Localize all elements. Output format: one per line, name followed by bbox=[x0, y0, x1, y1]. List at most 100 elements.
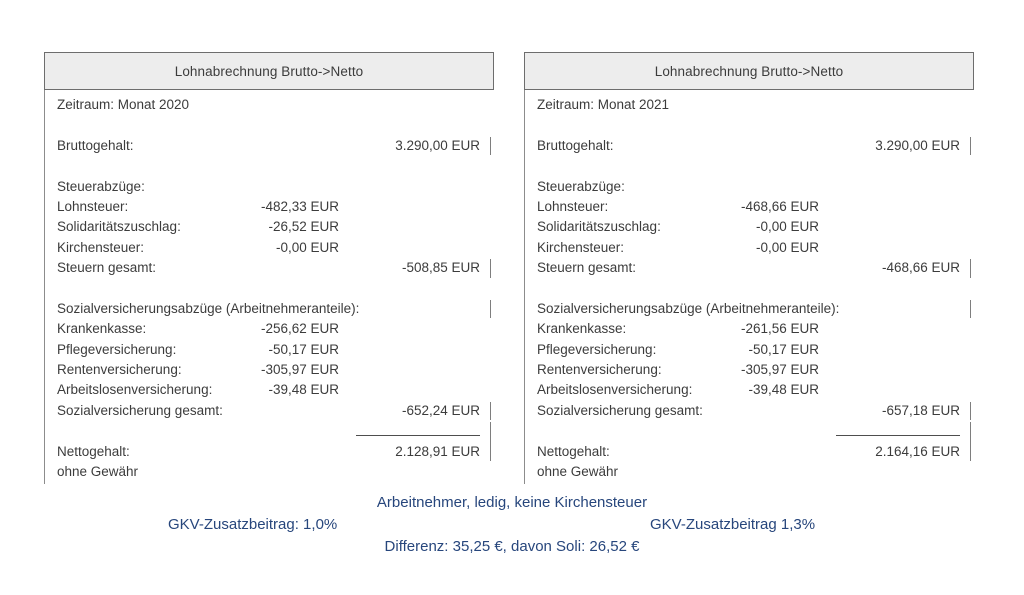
row-total bbox=[339, 197, 494, 217]
row-label: Kirchensteuer: bbox=[537, 239, 625, 255]
row-label: Lohnsteuer: bbox=[57, 198, 129, 214]
section-label: Steuerabzüge: bbox=[537, 178, 625, 194]
payslip-table-2020: Lohnabrechnung Brutto->Netto Zeitraum: M… bbox=[44, 52, 494, 485]
row-label: Bruttogehalt: bbox=[57, 137, 134, 153]
row-rentenversicherung: Rentenversicherung: -305,97 EUR bbox=[45, 360, 494, 380]
row-lohnsteuer: Lohnsteuer: -482,33 EUR bbox=[45, 197, 494, 217]
row-total bbox=[339, 340, 494, 360]
row-label: Kirchensteuer: bbox=[57, 239, 145, 255]
payslip-table-2021: Lohnabrechnung Brutto->Netto Zeitraum: M… bbox=[524, 52, 974, 485]
spacer-row bbox=[525, 279, 974, 299]
row-krankenkasse: Krankenkasse: -261,56 EUR bbox=[525, 319, 974, 339]
row-solidaritaetszuschlag: Solidaritätszuschlag: -0,00 EUR bbox=[525, 217, 974, 237]
row-amount: -39,48 EUR bbox=[268, 382, 339, 398]
row-lohnsteuer: Lohnsteuer: -468,66 EUR bbox=[525, 197, 974, 217]
row-label: Rentenversicherung: bbox=[57, 362, 182, 378]
row-total: -657,18 EUR bbox=[881, 402, 960, 418]
spacer-row bbox=[45, 156, 494, 176]
row-krankenkasse: Krankenkasse: -256,62 EUR bbox=[45, 319, 494, 339]
row-label: Pflegeversicherung: bbox=[57, 341, 177, 357]
row-total bbox=[819, 340, 974, 360]
row-total bbox=[819, 380, 974, 400]
row-sozialversicherung-gesamt: Sozialversicherung gesamt: -652,24 EUR bbox=[45, 401, 494, 421]
row-amount bbox=[247, 258, 339, 278]
row-disclaimer: ohne Gewähr bbox=[45, 462, 494, 482]
row-amount: -256,62 EUR bbox=[260, 321, 339, 337]
row-label: Rentenversicherung: bbox=[537, 362, 662, 378]
row-kirchensteuer: Kirchensteuer: -0,00 EUR bbox=[525, 238, 974, 258]
row-total bbox=[819, 197, 974, 217]
row-period: Zeitraum: Monat 2020 bbox=[45, 95, 494, 115]
row-amount bbox=[727, 442, 819, 462]
row-steuerabzuege: Steuerabzüge: bbox=[525, 177, 974, 197]
row-total: 3.290,00 EUR bbox=[395, 137, 480, 153]
row-sozialversicherung-header: Sozialversicherungsabzüge (Arbeitnehmera… bbox=[45, 299, 494, 319]
period-label: Zeitraum: Monat 2020 bbox=[57, 97, 190, 112]
row-amount bbox=[247, 442, 339, 462]
row-total bbox=[819, 360, 974, 380]
row-total: -652,24 EUR bbox=[401, 402, 480, 418]
row-amount: -0,00 EUR bbox=[275, 239, 339, 255]
row-amount: -0,00 EUR bbox=[755, 219, 819, 235]
row-amount: -305,97 EUR bbox=[260, 362, 339, 378]
row-total bbox=[819, 319, 974, 339]
row-solidaritaetszuschlag: Solidaritätszuschlag: -26,52 EUR bbox=[45, 217, 494, 237]
row-label: Krankenkasse: bbox=[537, 321, 627, 337]
row-label: Pflegeversicherung: bbox=[537, 341, 657, 357]
table-header-2020: Lohnabrechnung Brutto->Netto bbox=[44, 52, 494, 90]
spacer-row bbox=[45, 279, 494, 299]
table-body-2020: Zeitraum: Monat 2020 Bruttogehalt: 3.290… bbox=[44, 90, 494, 485]
row-total: 2.164,16 EUR bbox=[875, 443, 960, 459]
row-kirchensteuer: Kirchensteuer: -0,00 EUR bbox=[45, 238, 494, 258]
table-header-2021: Lohnabrechnung Brutto->Netto bbox=[524, 52, 974, 90]
row-total bbox=[819, 238, 974, 258]
row-steuerabzuege: Steuerabzüge: bbox=[45, 177, 494, 197]
row-label: Arbeitslosenversicherung: bbox=[57, 382, 213, 398]
row-total bbox=[339, 380, 494, 400]
table-body-2021: Zeitraum: Monat 2021 Bruttogehalt: 3.290… bbox=[524, 90, 974, 485]
row-amount: -50,17 EUR bbox=[748, 341, 819, 357]
note-scenario: Arbeitnehmer, ledig, keine Kirchensteuer bbox=[376, 494, 648, 511]
row-amount: -26,52 EUR bbox=[268, 219, 339, 235]
row-total bbox=[819, 217, 974, 237]
row-label: Solidaritätszuschlag: bbox=[537, 219, 661, 235]
row-total: 2.128,91 EUR bbox=[395, 443, 480, 459]
row-label: Lohnsteuer: bbox=[537, 198, 609, 214]
row-amount: -482,33 EUR bbox=[260, 198, 339, 214]
row-amount: -0,00 EUR bbox=[755, 239, 819, 255]
note-difference: Differenz: 35,25 €, davon Soli: 26,52 € bbox=[384, 538, 640, 555]
row-nettogehalt: Nettogehalt: 2.128,91 EUR bbox=[45, 421, 494, 462]
row-label: Steuern gesamt: bbox=[537, 260, 637, 276]
row-amount bbox=[727, 258, 819, 278]
row-arbeitslosenversicherung: Arbeitslosenversicherung: -39,48 EUR bbox=[45, 380, 494, 400]
row-sozialversicherung-header: Sozialversicherungsabzüge (Arbeitnehmera… bbox=[525, 299, 974, 319]
row-total: -468,66 EUR bbox=[881, 260, 960, 276]
row-label: Sozialversicherung gesamt: bbox=[57, 402, 223, 418]
row-amount bbox=[247, 401, 339, 421]
row-pflegeversicherung: Pflegeversicherung: -50,17 EUR bbox=[525, 340, 974, 360]
sum-rule-row bbox=[45, 421, 494, 441]
row-label: Arbeitslosenversicherung: bbox=[537, 382, 693, 398]
row-nettogehalt: Nettogehalt: 2.164,16 EUR bbox=[525, 421, 974, 462]
row-period: Zeitraum: Monat 2021 bbox=[525, 95, 974, 115]
row-label: Krankenkasse: bbox=[57, 321, 147, 337]
row-amount: -305,97 EUR bbox=[740, 362, 819, 378]
note-gkv-2020: GKV-Zusatzbeitrag: 1,0% bbox=[168, 516, 338, 533]
spacer-row bbox=[45, 115, 494, 135]
row-sozialversicherung-gesamt: Sozialversicherung gesamt: -657,18 EUR bbox=[525, 401, 974, 421]
row-total bbox=[339, 217, 494, 237]
note-gkv-row: GKV-Zusatzbeitrag: 1,0% GKV-Zusatzbeitra… bbox=[0, 514, 1024, 536]
row-bruttogehalt: Bruttogehalt: 3.290,00 EUR bbox=[45, 136, 494, 156]
row-amount: -39,48 EUR bbox=[748, 382, 819, 398]
row-label: Nettogehalt: bbox=[537, 443, 610, 459]
row-arbeitslosenversicherung: Arbeitslosenversicherung: -39,48 EUR bbox=[525, 380, 974, 400]
row-label: Solidaritätszuschlag: bbox=[57, 219, 181, 235]
table-title: Lohnabrechnung Brutto->Netto bbox=[174, 63, 364, 79]
row-amount bbox=[247, 136, 339, 156]
sum-rule-row bbox=[525, 421, 974, 441]
row-total: 3.290,00 EUR bbox=[875, 137, 960, 153]
row-amount bbox=[727, 401, 819, 421]
row-steuern-gesamt: Steuern gesamt: -468,66 EUR bbox=[525, 258, 974, 278]
row-disclaimer: ohne Gewähr bbox=[525, 462, 974, 482]
sum-rule bbox=[836, 435, 960, 437]
